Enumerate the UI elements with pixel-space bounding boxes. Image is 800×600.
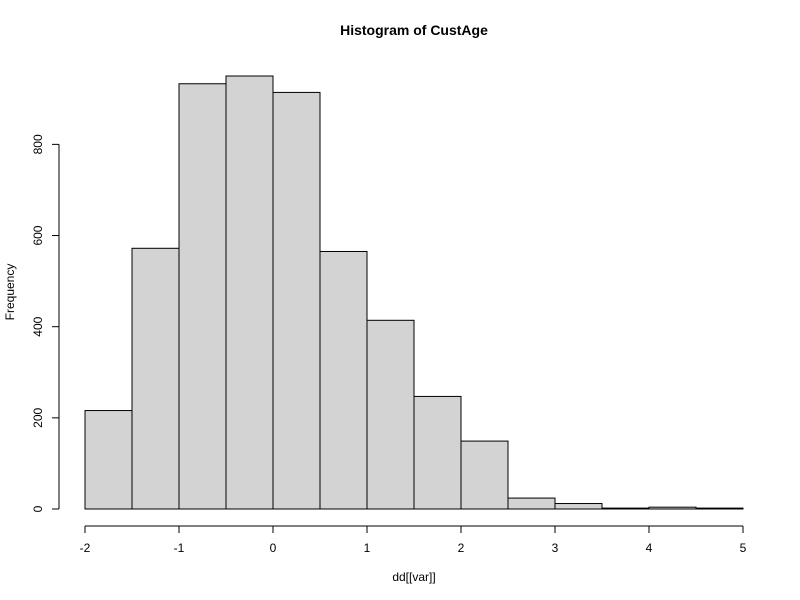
x-tick-label: 5: [740, 541, 747, 555]
histogram-bar: [131, 247, 180, 510]
x-axis-label: dd[[var]]: [392, 570, 435, 584]
x-tick-label: 0: [270, 541, 277, 555]
histogram-bar: [648, 506, 697, 510]
histogram-bar: [554, 503, 603, 510]
histogram-bar: [225, 75, 274, 510]
histogram-bar: [507, 497, 556, 510]
y-tick-label: 600: [31, 225, 45, 245]
x-tick-label: 3: [552, 541, 559, 555]
chart-title: Histogram of CustAge: [340, 22, 488, 38]
y-tick-label: 200: [31, 408, 45, 428]
histogram-bar: [413, 395, 462, 510]
y-axis-label: Frequency: [3, 264, 17, 321]
histogram-bar: [601, 507, 650, 510]
y-tick-label: 0: [31, 505, 45, 512]
bars-group: [84, 75, 744, 510]
histogram-bar: [178, 83, 227, 510]
histogram-bar: [366, 319, 415, 510]
histogram-bar: [272, 91, 321, 510]
x-axis: -2 -1 0 1 2 3 4 5: [80, 525, 747, 555]
x-tick-label: -1: [174, 541, 185, 555]
y-tick-label: 800: [31, 134, 45, 154]
x-tick-label: -2: [80, 541, 91, 555]
x-tick-label: 2: [458, 541, 465, 555]
y-axis: 0 200 400 600 800: [31, 134, 60, 512]
histogram-bar: [460, 440, 509, 510]
x-tick-label: 1: [364, 541, 371, 555]
histogram-bar: [84, 410, 133, 510]
x-tick-label: 4: [646, 541, 653, 555]
histogram-bar: [319, 250, 368, 510]
y-tick-label: 400: [31, 316, 45, 336]
histogram-bar: [695, 507, 744, 510]
